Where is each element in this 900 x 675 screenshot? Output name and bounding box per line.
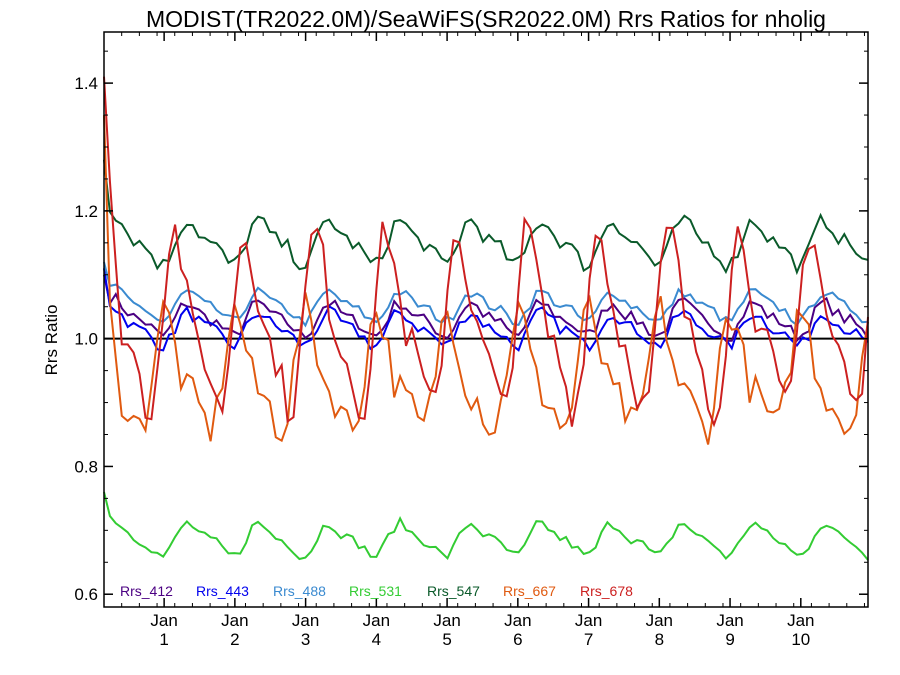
series-line-rrs-678 xyxy=(103,76,869,428)
x-tick-label-month: Jan xyxy=(716,611,743,630)
x-tick-label-month: Jan xyxy=(646,611,673,630)
x-tick-label-month: Jan xyxy=(150,611,177,630)
y-tick-label: 1.4 xyxy=(74,74,98,93)
legend-entry-rrs-488: Rrs_488 xyxy=(273,583,326,599)
x-tick-label-month: Jan xyxy=(292,611,319,630)
x-tick-label-year: 9 xyxy=(725,630,734,649)
legend-entry-rrs-678: Rrs_678 xyxy=(580,583,633,599)
series-line-rrs-531 xyxy=(103,491,869,561)
legend-entry-rrs-531: Rrs_531 xyxy=(349,583,402,599)
x-tick-label-year: 3 xyxy=(301,630,310,649)
x-tick-label-year: 2 xyxy=(230,630,239,649)
legend: Rrs_412 Rrs_443 Rrs_488 Rrs_531 Rrs_547 Rrs_6… xyxy=(120,583,633,599)
legend-entry-rrs-547: Rrs_547 xyxy=(427,583,480,599)
x-tick-label-year: 7 xyxy=(584,630,593,649)
x-tick-label-year: 5 xyxy=(442,630,451,649)
y-tick-label: 0.8 xyxy=(74,457,98,476)
x-tick-label-month: Jan xyxy=(363,611,390,630)
x-tick-label-month: Jan xyxy=(504,611,531,630)
y-axis-label: Rrs Ratio xyxy=(42,305,61,376)
y-tick-label: 1.0 xyxy=(74,330,98,349)
series-line-rrs-547 xyxy=(103,159,869,276)
series-line-rrs-443 xyxy=(103,268,869,353)
y-tick-label: 0.6 xyxy=(74,585,98,604)
plot-frame xyxy=(103,31,869,608)
series-line-rrs-412 xyxy=(103,274,869,343)
x-tick-label-year: 1 xyxy=(159,630,168,649)
chart-title: MODIST(TR2022.0M)/SeaWiFS(SR2022.0M) Rrs… xyxy=(146,6,826,32)
x-tick-label-month: Jan xyxy=(433,611,460,630)
x-tick-label-month: Jan xyxy=(787,611,814,630)
legend-entry-rrs-667: Rrs_667 xyxy=(503,583,556,599)
x-tick-label-year: 10 xyxy=(791,630,810,649)
x-tick-label-year: 8 xyxy=(655,630,664,649)
plot-area xyxy=(103,76,869,561)
legend-entry-rrs-412: Rrs_412 xyxy=(120,583,173,599)
y-tick-label: 1.2 xyxy=(74,202,98,221)
x-tick-label-year: 4 xyxy=(372,630,381,649)
x-tick-label-month: Jan xyxy=(575,611,602,630)
x-tick-label-year: 6 xyxy=(513,630,522,649)
x-tick-label-month: Jan xyxy=(221,611,248,630)
series-line-rrs-667 xyxy=(103,115,869,445)
axes: 0.60.81.01.21.4Jan1Jan2Jan3Jan4Jan5Jan6J… xyxy=(74,32,868,649)
legend-entry-rrs-443: Rrs_443 xyxy=(196,583,249,599)
